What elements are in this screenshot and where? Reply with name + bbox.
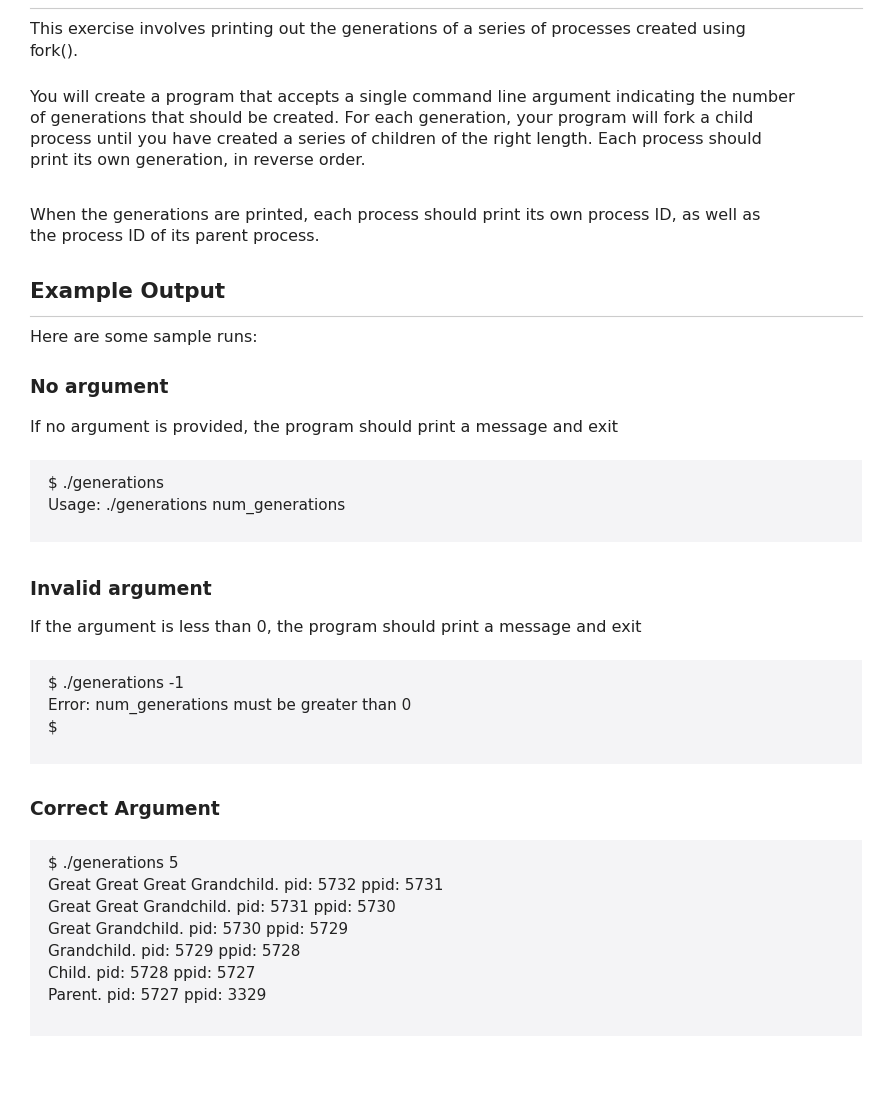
Text: Great Great Grandchild. pid: 5731 ppid: 5730: Great Great Grandchild. pid: 5731 ppid: …	[48, 900, 396, 915]
Text: If the argument is less than 0, the program should print a message and exit: If the argument is less than 0, the prog…	[30, 620, 642, 636]
Text: Parent. pid: 5727 ppid: 3329: Parent. pid: 5727 ppid: 3329	[48, 988, 266, 1004]
Text: Error: num_generations must be greater than 0: Error: num_generations must be greater t…	[48, 698, 411, 715]
Text: Example Output: Example Output	[30, 282, 225, 302]
Text: When the generations are printed, each process should print its own process ID, : When the generations are printed, each p…	[30, 209, 761, 244]
Bar	[30, 460, 862, 542]
Text: Great Grandchild. pid: 5730 ppid: 5729: Great Grandchild. pid: 5730 ppid: 5729	[48, 922, 349, 937]
Text: You will create a program that accepts a single command line argument indicating: You will create a program that accepts a…	[30, 90, 795, 168]
Bar	[30, 840, 862, 1036]
Text: Usage: ./generations num_generations: Usage: ./generations num_generations	[48, 498, 345, 514]
Text: Great Great Great Grandchild. pid: 5732 ppid: 5731: Great Great Great Grandchild. pid: 5732 …	[48, 878, 444, 893]
Text: Invalid argument: Invalid argument	[30, 580, 211, 599]
Bar	[30, 660, 862, 764]
Text: No argument: No argument	[30, 378, 168, 397]
Text: Correct Argument: Correct Argument	[30, 799, 220, 820]
Text: Grandchild. pid: 5729 ppid: 5728: Grandchild. pid: 5729 ppid: 5728	[48, 944, 300, 959]
Text: $ ./generations: $ ./generations	[48, 476, 164, 491]
Text: This exercise involves printing out the generations of a series of processes cre: This exercise involves printing out the …	[30, 22, 745, 58]
Text: Here are some sample runs:: Here are some sample runs:	[30, 330, 258, 345]
Text: If no argument is provided, the program should print a message and exit: If no argument is provided, the program …	[30, 420, 618, 435]
Text: $ ./generations 5: $ ./generations 5	[48, 856, 178, 871]
Text: $ ./generations -1: $ ./generations -1	[48, 676, 184, 691]
Text: Child. pid: 5728 ppid: 5727: Child. pid: 5728 ppid: 5727	[48, 966, 255, 981]
Text: $: $	[48, 720, 57, 735]
